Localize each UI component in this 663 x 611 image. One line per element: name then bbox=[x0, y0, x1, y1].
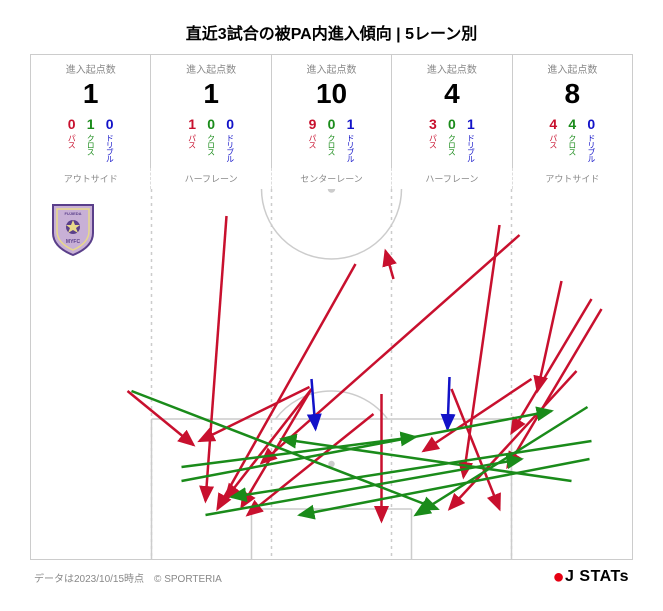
lane-breakdown: 9 パス 0 クロス 1 ドリブル bbox=[274, 116, 389, 162]
footnote-text: データは2023/10/15時点 © SPORTERIA bbox=[34, 570, 222, 585]
brand-logo: ●J STATs bbox=[552, 566, 629, 589]
entry-arrow bbox=[206, 216, 227, 501]
entry-arrow bbox=[448, 377, 450, 429]
pass-count: 0 bbox=[68, 116, 76, 132]
lane-name-label: アウトサイド bbox=[513, 168, 632, 189]
entry-arrow bbox=[128, 391, 194, 445]
dribble-label: ドリブル bbox=[225, 134, 236, 162]
lane-name-label: アウトサイド bbox=[31, 168, 151, 189]
chart-title: 直近3試合の被PA内進入傾向 | 5レーン別 bbox=[30, 20, 633, 44]
lane-stat: 進入起点数 1 1 パス 0 クロス 0 ドリブル bbox=[151, 55, 271, 168]
dribble-label: ドリブル bbox=[345, 134, 356, 162]
entry-arrow bbox=[300, 459, 590, 515]
dribble-count: 1 bbox=[467, 116, 475, 132]
entry-arrow bbox=[508, 309, 602, 467]
dribble-label: ドリブル bbox=[465, 134, 476, 162]
cross-label: クロス bbox=[446, 134, 457, 155]
lane-breakdown: 1 パス 0 クロス 0 ドリブル bbox=[153, 116, 268, 162]
entry-arrow bbox=[538, 281, 562, 391]
pass-count: 1 bbox=[188, 116, 196, 132]
brand-prefix: J bbox=[565, 568, 574, 585]
pass-label: パス bbox=[548, 134, 559, 148]
lane-names-row: アウトサイドハーフレーンセンターレーンハーフレーンアウトサイド bbox=[30, 168, 633, 189]
pitch-svg bbox=[31, 189, 632, 559]
cross-count: 1 bbox=[87, 116, 95, 132]
lane-total: 1 bbox=[153, 78, 268, 110]
pass-label: パス bbox=[427, 134, 438, 148]
lane-total: 1 bbox=[33, 78, 148, 110]
cross-count: 0 bbox=[448, 116, 456, 132]
pass-count: 3 bbox=[429, 116, 437, 132]
pass-label: パス bbox=[66, 134, 77, 148]
lane-stat: 進入起点数10パス1クロス0ドリブル bbox=[31, 55, 151, 168]
pass-label: パス bbox=[307, 134, 318, 148]
cross-count: 0 bbox=[207, 116, 215, 132]
lane-total: 4 bbox=[394, 78, 509, 110]
brand-text: STATs bbox=[579, 568, 629, 585]
entry-arrow bbox=[464, 225, 500, 477]
lane-total: 8 bbox=[515, 78, 630, 110]
footer: データは2023/10/15時点 © SPORTERIA ●J STATs bbox=[30, 566, 633, 589]
lane-stat: 進入起点数 4 3 パス 0 クロス 1 ドリブル bbox=[392, 55, 512, 168]
dribble-label: ドリブル bbox=[104, 134, 115, 162]
pass-count: 9 bbox=[309, 116, 317, 132]
lane-stat: 進入起点数 10 9 パス 0 クロス 1 ドリブル bbox=[272, 55, 392, 168]
lane-name-label: ハーフレーン bbox=[392, 168, 512, 189]
entry-arrow bbox=[424, 379, 532, 451]
lane-name-label: ハーフレーン bbox=[151, 168, 271, 189]
pitch-area: FUJIEDA MYFC bbox=[30, 189, 633, 560]
lane-breakdown: 4 パス 4 クロス 0 ドリブル bbox=[515, 116, 630, 162]
lane-header-label: 進入起点数 bbox=[515, 61, 630, 76]
cross-count: 0 bbox=[328, 116, 336, 132]
entry-arrow bbox=[312, 379, 316, 429]
brand-dot-icon: ● bbox=[552, 566, 565, 588]
dribble-label: ドリブル bbox=[586, 134, 597, 162]
dribble-count: 0 bbox=[106, 116, 114, 132]
cross-label: クロス bbox=[326, 134, 337, 155]
cross-label: クロス bbox=[206, 134, 217, 155]
chart-container: 直近3試合の被PA内進入傾向 | 5レーン別 進入起点数10パス1クロス0ドリブ… bbox=[0, 0, 663, 611]
cross-label: クロス bbox=[85, 134, 96, 155]
pass-label: パス bbox=[187, 134, 198, 148]
svg-text:FUJIEDA: FUJIEDA bbox=[64, 211, 81, 216]
lane-stat: 進入起点数 8 4 パス 4 クロス 0 ドリブル bbox=[513, 55, 632, 168]
entry-arrow bbox=[386, 251, 394, 279]
dribble-count: 0 bbox=[587, 116, 595, 132]
lane-breakdown: 0 パス 1 クロス 0 ドリブル bbox=[33, 116, 148, 162]
lane-header-label: 進入起点数 bbox=[394, 61, 509, 76]
cross-label: クロス bbox=[567, 134, 578, 155]
pass-count: 4 bbox=[549, 116, 557, 132]
lane-name-label: センターレーン bbox=[272, 168, 392, 189]
dribble-count: 1 bbox=[347, 116, 355, 132]
lane-header-label: 進入起点数 bbox=[153, 61, 268, 76]
lane-total: 10 bbox=[274, 78, 389, 110]
team-logo: FUJIEDA MYFC bbox=[49, 201, 97, 257]
lane-header-label: 進入起点数 bbox=[274, 61, 389, 76]
svg-text:MYFC: MYFC bbox=[66, 239, 81, 245]
entry-arrow bbox=[452, 389, 500, 509]
entry-arrow bbox=[218, 264, 356, 509]
dribble-count: 0 bbox=[226, 116, 234, 132]
lane-header-label: 進入起点数 bbox=[33, 61, 148, 76]
lane-stats-row: 進入起点数10パス1クロス0ドリブル進入起点数11パス0クロス0ドリブル進入起点… bbox=[30, 54, 633, 168]
cross-count: 4 bbox=[568, 116, 576, 132]
lane-breakdown: 3 パス 0 クロス 1 ドリブル bbox=[394, 116, 509, 162]
